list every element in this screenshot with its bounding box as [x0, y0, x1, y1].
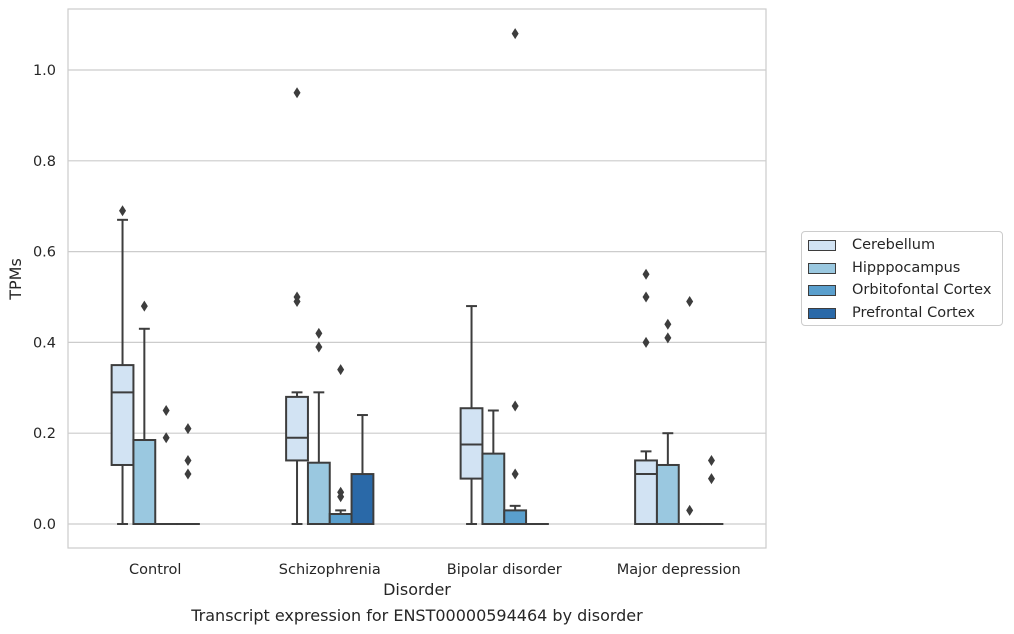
box	[634, 459, 658, 526]
y-tick-label: 0.8	[33, 154, 56, 170]
outlier-point	[140, 300, 148, 312]
outlier-point	[511, 28, 519, 40]
outlier-point	[315, 327, 323, 339]
legend-item-cerebellum: Cerebellum	[808, 236, 935, 254]
outlier-point	[315, 341, 323, 353]
outlier-point	[119, 205, 127, 217]
box	[459, 407, 484, 480]
legend-label-prefrontal-cortex: Prefrontal Cortex	[852, 305, 975, 321]
figure-caption: Transcript expression for ENST0000059446…	[191, 606, 643, 625]
legend-swatch-cerebellum	[808, 239, 836, 251]
tick-layer: 0.0 0.2 0.4 0.6 0.8 1.0 Control Schizophrenia Bi…	[33, 63, 741, 578]
box	[285, 395, 309, 462]
outlier-point	[337, 486, 345, 498]
legend-item-prefrontal-cortex: Prefrontal Cortex	[808, 304, 975, 322]
x-tick-label: Bipolar disorder	[447, 562, 562, 578]
box-layer	[110, 28, 724, 526]
box	[481, 452, 506, 526]
outlier-point	[293, 87, 301, 99]
outlier-point	[511, 400, 519, 412]
box	[503, 509, 528, 526]
legend-swatch-hippocampus	[808, 262, 836, 274]
legend-label-cerebellum: Cerebellum	[852, 237, 936, 253]
outlier-point	[707, 473, 715, 485]
outlier-point	[686, 504, 694, 516]
legend-swatch-prefrontal-cortex	[808, 307, 836, 319]
outlier-point	[686, 296, 694, 308]
outlier-point	[184, 468, 192, 480]
outlier-point	[162, 405, 170, 416]
outlier-point	[642, 336, 650, 348]
outlier-point	[664, 332, 672, 344]
y-tick-label: 0.6	[33, 245, 56, 261]
y-tick-label: 0.2	[33, 426, 56, 442]
outlier-point	[642, 291, 650, 303]
x-tick-label: Major depression	[617, 562, 741, 578]
x-tick-label: Schizophrenia	[279, 562, 381, 578]
box	[350, 473, 375, 525]
legend-swatch-orbitofrontal-cortex	[808, 284, 836, 296]
legend-item-orbitofrontal-cortex: Orbitofontal Cortex	[808, 281, 991, 299]
x-tick-label: Control	[129, 562, 181, 578]
box	[306, 461, 331, 525]
box	[132, 439, 157, 526]
legend-label-orbitofrontal-cortex: Orbitofontal Cortex	[852, 282, 992, 298]
outlier-point	[642, 268, 650, 280]
outlier-point	[184, 423, 192, 435]
outlier-point	[337, 364, 345, 376]
y-tick-label: 0.0	[33, 517, 56, 533]
outlier-point	[293, 296, 301, 308]
outlier-point	[664, 318, 672, 330]
x-axis-label: Disorder	[383, 580, 451, 599]
legend-label-hippocampus: Hipppocampus	[852, 260, 961, 276]
box	[655, 463, 680, 526]
plot-frame	[67, 8, 767, 549]
grid-layer	[68, 69, 766, 525]
outlier-point	[162, 432, 170, 444]
outlier-point	[707, 454, 715, 466]
outlier-point	[184, 454, 192, 466]
y-axis-label: TPMs	[6, 258, 25, 301]
legend-item-hippocampus: Hipppocampus	[808, 259, 960, 277]
box	[110, 364, 135, 466]
legend: Cerebellum Hipppocampus Orbitofontal Cor…	[801, 231, 1003, 326]
box	[328, 513, 353, 526]
y-tick-label: 0.4	[33, 335, 56, 351]
y-tick-label: 1.0	[33, 63, 56, 79]
outlier-point	[511, 468, 519, 480]
